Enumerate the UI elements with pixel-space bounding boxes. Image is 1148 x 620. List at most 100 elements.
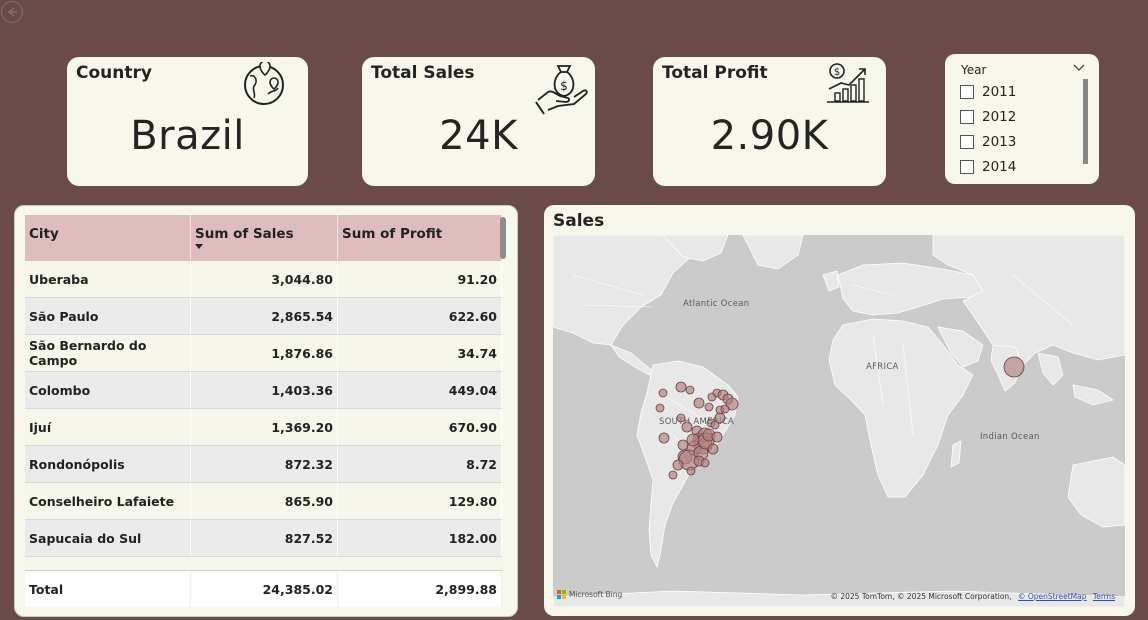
cell-city: São Bernardo do Campo xyxy=(25,335,191,371)
checkbox[interactable] xyxy=(960,85,974,99)
total-label: Total xyxy=(25,571,191,607)
cell-city: Sapucaia do Sul xyxy=(25,520,191,556)
table-row[interactable]: Rondonópolis 872.32 8.72 xyxy=(25,446,502,483)
header-city[interactable]: City xyxy=(25,215,191,261)
terms-link[interactable]: Terms xyxy=(1092,592,1115,601)
table-row[interactable]: Colombo 1,403.36 449.04 xyxy=(25,372,502,409)
total-profit: 2,899.88 xyxy=(338,571,502,607)
label-africa: AFRICA xyxy=(866,362,899,372)
back-button[interactable] xyxy=(1,1,23,23)
table-row[interactable]: Sapucaia do Sul 827.52 182.00 xyxy=(25,520,502,557)
country-card-title: Country xyxy=(76,63,152,83)
table-row[interactable]: Ijuí 1,369.20 670.90 xyxy=(25,409,502,446)
growth-chart-dollar-icon: $ xyxy=(827,63,869,103)
total-profit-card: Total Profit 2.90K $ xyxy=(653,57,886,186)
sales-bubble[interactable] xyxy=(658,388,668,398)
cell-city: São Paulo xyxy=(25,298,191,334)
year-option-label: 2011 xyxy=(982,84,1017,100)
total-sales-card: Total Sales 24K $ xyxy=(362,57,595,186)
total-profit-title: Total Profit xyxy=(662,63,768,83)
cell-sales: 3,044.80 xyxy=(191,261,338,297)
label-south-america: SOUTH AMERICA xyxy=(659,417,735,427)
cell-sales: 827.52 xyxy=(191,520,338,556)
year-option-2013[interactable]: 2013 xyxy=(960,132,1016,152)
header-sum-of-sales[interactable]: Sum of Sales xyxy=(191,215,338,261)
sales-bubble[interactable] xyxy=(677,439,689,451)
table-scrollbar[interactable] xyxy=(500,215,508,605)
map-copyright: © 2025 TomTom, © 2025 Microsoft Corporat… xyxy=(830,592,1115,601)
total-profit-value: 2.90K xyxy=(710,113,829,159)
cell-city: Ijuí xyxy=(25,409,191,445)
slicer-scrollbar[interactable] xyxy=(1083,79,1088,164)
year-option-2012[interactable]: 2012 xyxy=(960,107,1016,127)
svg-text:$: $ xyxy=(834,67,840,78)
cell-profit: 91.20 xyxy=(338,261,502,297)
svg-text:$: $ xyxy=(560,79,568,93)
sales-bubble[interactable] xyxy=(693,397,705,409)
year-option-label: 2014 xyxy=(982,159,1017,175)
copyright-text: © 2025 TomTom, © 2025 Microsoft Corporat… xyxy=(830,592,1012,601)
openstreetmap-link[interactable]: © OpenStreetMap xyxy=(1017,592,1087,601)
money-bag-hand-icon: $ xyxy=(535,65,588,115)
header-sum-of-profit[interactable]: Sum of Profit xyxy=(338,215,502,261)
cell-city: Rondonópolis xyxy=(25,446,191,482)
sales-bubble[interactable] xyxy=(704,402,714,412)
cell-sales: 865.90 xyxy=(191,483,338,519)
sales-bubble[interactable] xyxy=(710,420,720,430)
sales-bubble[interactable] xyxy=(714,412,726,424)
cell-city: Conselheiro Lafaiete xyxy=(25,483,191,519)
cell-profit: 34.74 xyxy=(338,335,502,371)
sales-bubble[interactable] xyxy=(711,431,723,443)
sales-map-card: Sales xyxy=(544,205,1135,616)
sales-bubble[interactable] xyxy=(707,443,719,455)
table-row[interactable]: Conselheiro Lafaiete 865.90 129.80 xyxy=(25,483,502,520)
bing-attribution: Microsoft Bing xyxy=(557,590,622,599)
cell-sales: 1,403.36 xyxy=(191,372,338,408)
scrollbar-thumb[interactable] xyxy=(500,217,506,259)
cell-profit: 129.80 xyxy=(338,483,502,519)
sales-bubbles-layer xyxy=(655,356,1025,480)
total-sales-value: 24K xyxy=(439,113,518,159)
checkbox[interactable] xyxy=(960,135,974,149)
sales-bubble[interactable] xyxy=(672,459,684,471)
cell-sales: 2,865.54 xyxy=(191,298,338,334)
city-table-card: City Sum of Sales Sum of Profit Uberaba … xyxy=(14,205,518,617)
checkbox[interactable] xyxy=(960,110,974,124)
checkbox[interactable] xyxy=(960,160,974,174)
sales-bubble[interactable] xyxy=(725,397,739,411)
microsoft-logo-icon xyxy=(557,590,566,599)
chevron-down-icon[interactable] xyxy=(1073,62,1085,72)
country-card-value: Brazil xyxy=(130,113,245,159)
total-sales-title: Total Sales xyxy=(371,63,475,83)
table-total-row: Total 24,385.02 2,899.88 xyxy=(25,570,502,607)
year-option-2011[interactable]: 2011 xyxy=(960,82,1016,102)
table-header: City Sum of Sales Sum of Profit xyxy=(25,215,502,261)
sales-bubble[interactable] xyxy=(658,432,670,444)
sales-map[interactable]: Atlantic Ocean AFRICA SOUTH AMERICA Indi… xyxy=(553,235,1125,607)
cell-profit: 8.72 xyxy=(338,446,502,482)
sales-bubble[interactable] xyxy=(655,403,665,413)
arrow-left-icon xyxy=(7,7,17,17)
cell-sales: 872.32 xyxy=(191,446,338,482)
year-option-label: 2013 xyxy=(982,134,1017,150)
sales-bubble[interactable] xyxy=(1003,356,1025,378)
sales-bubble[interactable] xyxy=(720,404,730,414)
sales-bubble[interactable] xyxy=(668,470,678,480)
cell-profit: 182.00 xyxy=(338,520,502,556)
sales-bubble[interactable] xyxy=(675,381,687,393)
table-row[interactable]: Uberaba 3,044.80 91.20 xyxy=(25,261,502,298)
sales-bubble[interactable] xyxy=(700,458,710,468)
sales-bubble[interactable] xyxy=(686,466,696,476)
table-row-partial xyxy=(25,557,502,570)
sales-bubble[interactable] xyxy=(681,421,693,433)
cell-city: Uberaba xyxy=(25,261,191,297)
year-option-2014[interactable]: 2014 xyxy=(960,157,1016,177)
table-row[interactable]: São Paulo 2,865.54 622.60 xyxy=(25,298,502,335)
label-atlantic-ocean: Atlantic Ocean xyxy=(683,299,750,309)
table-row[interactable]: São Bernardo do Campo 1,876.86 34.74 xyxy=(25,335,502,372)
sales-bubble[interactable] xyxy=(685,385,695,395)
sort-descending-icon xyxy=(195,244,203,249)
sales-bubble[interactable] xyxy=(676,413,686,423)
sales-bubble[interactable] xyxy=(686,433,700,447)
map-title: Sales xyxy=(553,211,605,231)
